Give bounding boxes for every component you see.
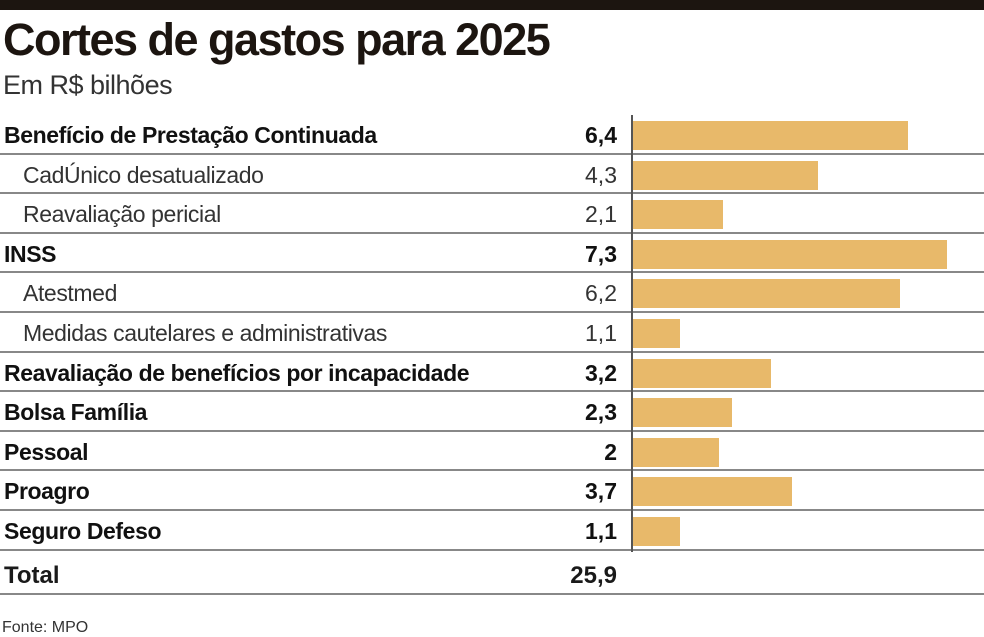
table-row: Reavaliação pericial 2,1 xyxy=(0,194,984,234)
row-value: 2,1 xyxy=(585,201,617,228)
table-row: Medidas cautelares e administrativas 1,1 xyxy=(0,313,984,353)
table-row: Atestmed 6,2 xyxy=(0,273,984,313)
table-row: Bolsa Família 2,3 xyxy=(0,392,984,432)
row-value: 2,3 xyxy=(585,399,617,426)
row-value: 3,7 xyxy=(585,478,617,505)
row-divider xyxy=(0,310,984,313)
divider xyxy=(0,593,984,595)
bar xyxy=(633,279,900,309)
table-row: Reavaliação de benefícios por incapacida… xyxy=(0,353,984,393)
bar xyxy=(633,358,771,388)
row-label: INSS xyxy=(4,240,57,267)
row-label: Reavaliação pericial xyxy=(23,201,221,228)
row-divider xyxy=(0,192,984,195)
row-label: Proagro xyxy=(4,478,90,505)
chart-subtitle: Em R$ bilhões xyxy=(3,70,173,100)
row-label: CadÚnico desatualizado xyxy=(23,161,264,188)
bar xyxy=(633,319,681,348)
row-value: 7,3 xyxy=(585,240,617,267)
table-row: INSS 7,3 xyxy=(0,234,984,274)
row-divider xyxy=(0,350,984,353)
row-divider xyxy=(0,231,984,234)
row-value: 1,1 xyxy=(585,518,617,544)
row-value: 3,2 xyxy=(585,359,617,386)
row-label: Seguro Defeso xyxy=(4,518,162,544)
row-divider xyxy=(0,508,984,511)
row-divider xyxy=(0,390,984,393)
bar xyxy=(633,239,947,269)
table-row: Pessoal 2 xyxy=(0,432,984,472)
row-value: 1,1 xyxy=(585,320,617,346)
bar xyxy=(633,437,720,467)
row-label: Bolsa Família xyxy=(4,399,148,426)
total-label: Total xyxy=(4,562,60,589)
total-value: 25,9 xyxy=(570,562,617,589)
bar xyxy=(633,160,818,190)
row-value: 6,2 xyxy=(585,280,617,307)
row-label: Pessoal xyxy=(4,438,89,465)
row-value: 4,3 xyxy=(585,161,617,188)
row-divider xyxy=(0,548,984,551)
top-bar xyxy=(0,0,984,10)
row-divider xyxy=(0,469,984,472)
row-divider xyxy=(0,271,984,274)
table-row: Proagro 3,7 xyxy=(0,471,984,511)
bar xyxy=(633,121,909,150)
bar xyxy=(633,517,681,546)
row-value: 2 xyxy=(604,438,617,465)
table-row: CadÚnico desatualizado 4,3 xyxy=(0,155,984,195)
row-label: Benefício de Prestação Continuada xyxy=(4,122,377,148)
bar xyxy=(633,477,793,507)
bar-axis-line xyxy=(631,115,633,552)
row-divider xyxy=(0,429,984,432)
source-note: Fonte: MPO xyxy=(2,619,89,636)
bar xyxy=(633,200,724,230)
row-divider xyxy=(0,152,984,155)
table-row: Seguro Defeso 1,1 xyxy=(0,511,984,551)
row-value: 6,4 xyxy=(585,122,617,148)
row-label: Reavaliação de benefícios por incapacida… xyxy=(4,359,470,386)
table-row: Benefício de Prestação Continuada 6,4 xyxy=(0,115,984,155)
bar xyxy=(633,398,732,428)
row-label: Atestmed xyxy=(23,280,117,307)
chart-title: Cortes de gastos para 2025 xyxy=(3,14,551,65)
row-label: Medidas cautelares e administrativas xyxy=(23,320,387,346)
